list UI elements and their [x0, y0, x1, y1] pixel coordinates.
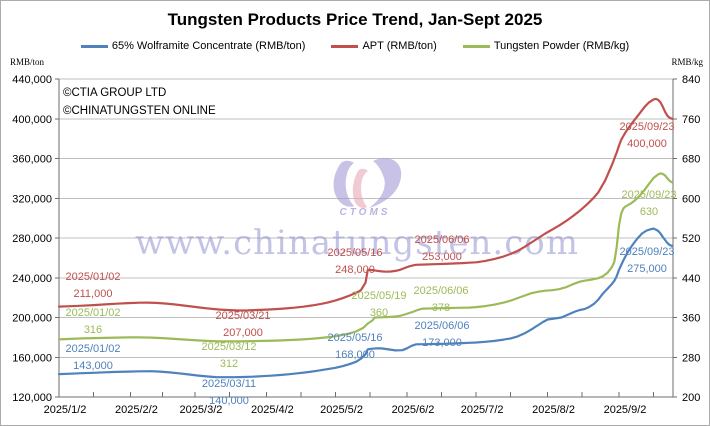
left-axis-label: 240,000: [12, 273, 52, 285]
x-axis-label: 2025/5/2: [320, 404, 363, 416]
legend-item-wolframite: 65% Wolframite Concentrate (RMB/ton): [80, 40, 306, 52]
annotation-date-wolframite: 2025/05/16: [327, 332, 382, 344]
annotation-value-apt: 248,000: [335, 264, 375, 276]
apt-line-swatch-icon: [331, 44, 359, 48]
gridlines: [59, 78, 673, 358]
annotation-value-apt: 211,000: [74, 288, 113, 300]
x-axis-label: 2025/2/2: [115, 404, 158, 416]
legend-label-wolframite: 65% Wolframite Concentrate (RMB/ton): [111, 40, 306, 52]
right-axis-label: 200: [682, 392, 700, 404]
annotation-value-apt: 207,000: [223, 327, 263, 339]
right-axis-label: 360: [682, 313, 700, 325]
annotation-date-apt: 2025/09/23: [619, 121, 674, 133]
right-axis-label: 280: [682, 352, 700, 364]
wolframite-line-swatch-icon: [80, 44, 108, 48]
right-axis-label: 680: [682, 154, 700, 166]
powder-line-swatch-icon: [462, 44, 490, 48]
series-lines: [57, 97, 674, 379]
series-line-wolframite: [57, 227, 674, 379]
x-axis-label: 2025/8/2: [532, 404, 575, 416]
x-axis-label: 2025/7/2: [461, 404, 504, 416]
annotation-value-apt: 253,000: [422, 251, 462, 263]
annotation-value-powder: 360: [370, 307, 388, 319]
annotation-value-wolframite: 275,000: [627, 263, 667, 275]
left-axis-label: 440,000: [12, 74, 52, 86]
right-axis-label: 440: [682, 273, 700, 285]
annotation-date-powder: 2025/05/19: [351, 290, 406, 302]
annotation-date-powder: 2025/06/06: [413, 285, 468, 297]
x-axis-label: 2025/9/2: [604, 404, 647, 416]
left-axis-label: 120,000: [12, 392, 52, 404]
left-axis-label: 280,000: [12, 233, 52, 245]
legend-label-powder: Tungsten Powder (RMB/kg): [493, 40, 630, 52]
chart-title: Tungsten Products Price Trend, Jan-Sept …: [167, 10, 543, 29]
series-line-powder: [57, 172, 674, 343]
left-axis-label: 320,000: [12, 193, 52, 205]
annotation-value-powder: 378: [432, 302, 450, 314]
right-axis-unit: RMB/kg: [671, 57, 703, 67]
annotation-value-powder: 630: [640, 206, 658, 218]
annotation-value-wolframite: 140,000: [209, 395, 249, 407]
copyright-line-2: ©CHINATUNGSTEN ONLINE: [63, 105, 216, 117]
x-axis-label: 2025/1/2: [44, 404, 87, 416]
watermark-logo-swirl-right-icon: [369, 158, 402, 208]
annotation-value-powder: 312: [220, 358, 238, 370]
legend-label-apt: APT (RMB/ton): [362, 40, 437, 52]
annotation-date-powder: 2025/03/12: [201, 341, 256, 353]
annotation-date-apt: 2025/03/21: [215, 310, 270, 322]
annotation-date-wolframite: 2025/09/23: [619, 246, 674, 258]
annotation-date-wolframite: 2025/03/11: [202, 378, 256, 390]
data-annotations: 2025/01/02 211,000 2025/01/02 316 2025/01/02…: [65, 121, 676, 407]
right-axis-label: 760: [682, 114, 700, 126]
annotation-value-apt: 400,000: [627, 138, 667, 150]
annotation-date-powder: 2025/09/23: [621, 189, 676, 201]
annotation-date-powder: 2025/01/02: [65, 307, 120, 319]
annotation-value-powder: 316: [84, 324, 102, 336]
watermark-logo-petal-middle-icon: [352, 168, 368, 208]
left-axis-label: 200,000: [12, 313, 52, 325]
annotation-date-wolframite: 2025/01/02: [65, 343, 120, 355]
legend-item-powder: Tungsten Powder (RMB/kg): [462, 40, 630, 52]
watermark-logo-text: CTOMS: [340, 207, 391, 218]
right-axis-label: 520: [682, 233, 700, 245]
x-axis-label: 2025/6/2: [392, 404, 435, 416]
axis-tick-labels: 440,000 400,000 360,000 320,000 280,000 240,0…: [12, 74, 700, 416]
watermark-logo-petal-left-icon: [333, 160, 354, 207]
copyright-line-1: ©CTIA GROUP LTD: [63, 87, 167, 99]
copyright-block: ©CTIA GROUP LTD ©CHINATUNGSTEN ONLINE: [63, 84, 216, 120]
legend-item-apt: APT (RMB/ton): [331, 40, 437, 52]
x-axis-label: 2025/3/2: [180, 404, 223, 416]
right-axis-label: 600: [682, 193, 700, 205]
series-line-apt: [57, 97, 674, 312]
left-axis-label: 400,000: [12, 114, 52, 126]
left-axis-label: 160,000: [12, 352, 52, 364]
annotation-date-apt: 2025/05/16: [327, 247, 382, 259]
left-axis-label: 360,000: [12, 154, 52, 166]
x-axis-label: 2025/4/2: [251, 404, 294, 416]
axes: [55, 78, 677, 398]
annotation-date-apt: 2025/06/06: [414, 234, 469, 246]
annotation-date-wolframite: 2025/06/06: [414, 320, 469, 332]
annotation-date-apt: 2025/01/02: [65, 271, 120, 283]
annotation-value-wolframite: 168,000: [335, 349, 375, 361]
annotation-value-wolframite: 143,000: [73, 360, 113, 372]
left-axis-unit: RMB/ton: [10, 57, 45, 67]
right-axis-label: 840: [682, 74, 700, 86]
chart-legend: 65% Wolframite Concentrate (RMB/ton) APT…: [1, 40, 709, 52]
annotation-value-wolframite: 173,000: [422, 337, 462, 349]
